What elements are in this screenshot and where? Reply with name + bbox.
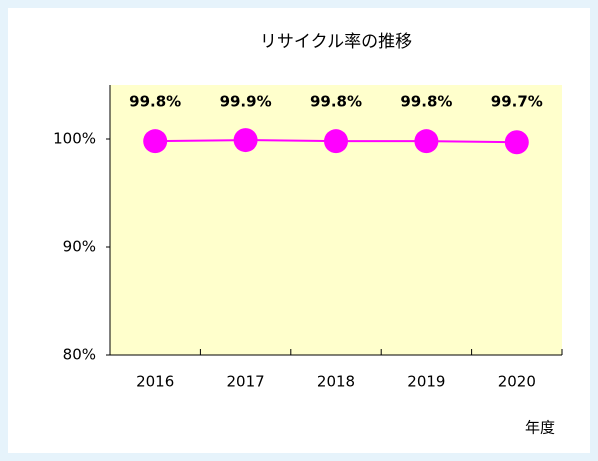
value-label: 99.8% [129,93,181,111]
x-axis-label: 年度 [525,419,555,437]
value-label: 99.8% [400,93,452,111]
plot-area [110,85,562,355]
value-label: 99.9% [220,93,272,111]
value-label: 99.8% [310,93,362,111]
x-tick-label: 2017 [227,373,265,391]
x-tick-label: 2019 [407,373,445,391]
y-tick-label: 100% [53,130,96,148]
y-tick-label: 90% [63,238,96,256]
x-tick-label: 2020 [498,373,536,391]
chart-title: リサイクル率の推移 [260,32,412,52]
marker [233,128,258,153]
marker [143,129,168,154]
x-tick-label: 2018 [317,373,355,391]
marker [414,129,439,154]
value-label: 99.7% [491,93,543,111]
y-tick-label: 80% [63,346,96,364]
x-tick-label: 2016 [136,373,174,391]
marker [504,130,529,155]
marker [324,129,348,154]
